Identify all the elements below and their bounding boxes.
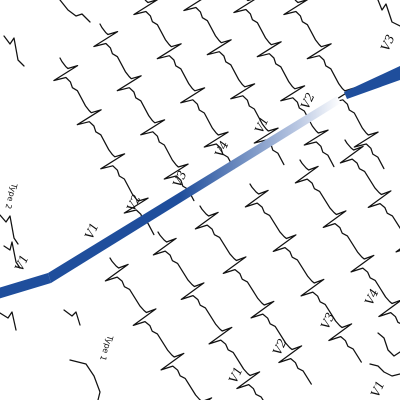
edge-trace (59, 0, 91, 23)
lead-label: V2 (124, 193, 144, 214)
lead-label: V3 (318, 310, 338, 331)
divider-segment (344, 66, 400, 99)
edge-trace (0, 214, 19, 245)
lead-label: V3 (170, 168, 190, 189)
lead-label: V2 (298, 91, 318, 112)
panel-type-2: Type 2 V1 V2 V3 V4 V1 V2 V3 (3, 0, 398, 242)
ecg-trace (133, 0, 235, 170)
lead-label: V4 (212, 139, 232, 160)
lead-label: V2 (270, 337, 290, 358)
panel-divider (0, 66, 400, 299)
panel-label: Type 1 (98, 333, 115, 361)
edge-trace (0, 311, 17, 331)
edge-trace (3, 241, 21, 269)
edge-trace (3, 35, 25, 67)
edge-trace (369, 363, 400, 377)
lead-label: V1 (82, 221, 102, 242)
ecg-trace (233, 0, 335, 168)
panel-type-1: Type 1 V1 V2 V3 V4 (98, 139, 400, 400)
ecg-trace (183, 0, 285, 166)
ecg-trace (294, 159, 400, 325)
lead-label: V4 (362, 287, 382, 308)
lead-label-v1: V1 (368, 379, 388, 400)
divider-segment (0, 273, 51, 299)
edge-trace (377, 332, 400, 357)
ecg-trace (93, 23, 195, 202)
ecg-trace (244, 183, 362, 363)
edge-trace (69, 359, 101, 400)
lead-label: V3 (378, 32, 398, 53)
edge-trace (63, 309, 81, 326)
ecg-trace (53, 57, 155, 236)
edge-trace (377, 0, 400, 27)
lead-label-v1: V1 (12, 253, 32, 274)
divider-segment (48, 96, 341, 283)
panel-label: Type 2 (3, 182, 19, 210)
lead-label: V1 (226, 365, 246, 386)
ecg-trace (283, 0, 385, 170)
ecg-trace (339, 139, 400, 253)
ecg-trace (194, 205, 312, 385)
lead-label: V1 (252, 115, 272, 136)
ecg-trace (104, 257, 213, 400)
ecg-trace (152, 231, 264, 400)
